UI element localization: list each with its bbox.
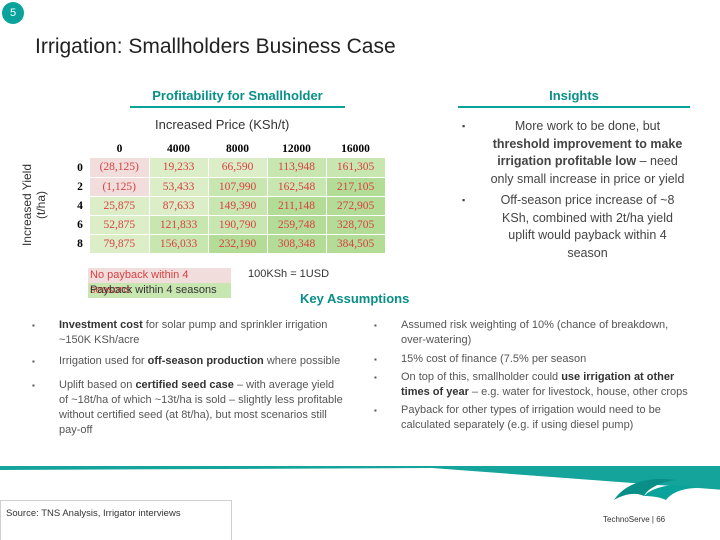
row-header: 2: [70, 177, 90, 196]
assumptions-right-list: ▪ Assumed risk weighting of 10% (chance …: [374, 318, 694, 439]
exchange-rate-note: 100KSh = 1USD: [248, 268, 330, 280]
matrix-cell: 19,233: [149, 158, 209, 178]
page-title: Irrigation: Smallholders Business Case: [35, 35, 396, 58]
assumptions-left-list: ▪ Investment cost for solar pump and spr…: [32, 318, 344, 444]
matrix-cell: 66,590: [208, 158, 268, 178]
matrix-cell: 79,875: [90, 234, 150, 254]
assumption-bold-text: use irrigation at other times of year: [401, 371, 675, 398]
price-axis-label: Increased Price (KSh/t): [155, 117, 290, 132]
row-header: 6: [70, 215, 90, 234]
assumption-text: Payback for other types of irrigation wo…: [401, 404, 661, 431]
matrix-cell: 113,948: [267, 158, 327, 178]
matrix-cell: (1,125): [90, 177, 150, 197]
bullet-icon: ▪: [32, 357, 35, 366]
brand-page-label: TechnoServe | 66: [603, 515, 666, 524]
table-row: 8 79,875 156,033 232,190 308,348 384,505: [70, 234, 386, 254]
table-row: 4 25,875 87,633 149,390 211,148 272,905: [70, 196, 386, 216]
matrix-cell: 121,833: [149, 215, 209, 235]
assumption-text: 15% cost of finance (7.5% per season: [401, 353, 587, 365]
assumption-bold-text: Investment cost: [59, 319, 143, 331]
row-header: 8: [70, 234, 90, 253]
insights-list: ▪ More work to be done, but threshold im…: [462, 118, 687, 266]
matrix-cell: 217,105: [326, 177, 386, 197]
column-header: 12000: [282, 143, 311, 155]
assumption-text: Assumed risk weighting of 10% (chance of…: [401, 319, 669, 346]
matrix-cell: 259,748: [267, 215, 327, 235]
matrix-cell: 308,348: [267, 234, 327, 254]
insight-text: More work to be done, but: [514, 119, 661, 133]
matrix-cell: 52,875: [90, 215, 150, 235]
bullet-icon: ▪: [374, 373, 377, 382]
matrix-cell: 87,633: [149, 196, 209, 216]
insights-heading: Insights: [458, 88, 690, 108]
table-row: 6 52,875 121,833 190,790 259,748 328,705: [70, 215, 386, 235]
bullet-icon: ▪: [374, 406, 377, 415]
list-item: ▪ Investment cost for solar pump and spr…: [32, 318, 344, 348]
bullet-icon: ▪: [462, 195, 466, 205]
matrix-legend: No payback within 4 seasons Payback with…: [88, 268, 231, 298]
bullet-icon: ▪: [32, 381, 35, 390]
matrix-cell: 232,190: [208, 234, 268, 254]
assumption-text: Uplift based on: [59, 379, 136, 391]
assumption-text: for solar pump and sprinkler irrigation …: [59, 319, 328, 346]
bullet-icon: ▪: [374, 321, 377, 330]
matrix-cell: 190,790: [208, 215, 268, 235]
matrix-cell: 384,505: [326, 234, 386, 254]
insight-bold-text: threshold improvement to make irrigation…: [492, 136, 683, 169]
assumption-bold-text: certified seed case: [135, 379, 234, 391]
technoserve-logo-icon: [614, 478, 698, 500]
row-header: 4: [70, 196, 90, 215]
list-item: ▪ 15% cost of finance (7.5% per season: [374, 352, 694, 367]
bullet-icon: ▪: [462, 121, 466, 131]
matrix-cell: 107,990: [208, 177, 268, 197]
table-row: 0 (28,125) 19,233 66,590 113,948 161,305: [70, 158, 386, 178]
matrix-cell: 25,875: [90, 196, 150, 216]
profitability-matrix: 0 4000 8000 12000 16000 0 (28,125) 19,23…: [70, 140, 386, 254]
list-item: ▪ Payback for other types of irrigation …: [374, 403, 694, 433]
source-note: Source: TNS Analysis, Irrigator intervie…: [6, 508, 181, 519]
column-header: 8000: [226, 143, 249, 155]
insight-text: – need only small increase in price or y…: [490, 154, 685, 186]
insight-text: Off-season price increase of ~8 KSh, com…: [500, 193, 675, 260]
list-item: ▪ Irrigation used for off-season product…: [32, 354, 344, 369]
matrix-cell: 53,433: [149, 177, 209, 197]
assumption-text: – e.g. water for livestock, house, other…: [468, 386, 688, 398]
matrix-cell: 272,905: [326, 196, 386, 216]
legend-payback: Payback within 4 seasons: [88, 283, 231, 298]
list-item: ▪ Uplift based on certified seed case – …: [32, 378, 344, 438]
source-box: [0, 500, 232, 540]
list-item: ▪ Assumed risk weighting of 10% (chance …: [374, 318, 694, 348]
list-item: ▪ On top of this, smallholder could use …: [374, 370, 694, 400]
column-header: 0: [116, 143, 123, 155]
yield-axis-label: Increased Yield (t/ha): [20, 163, 48, 247]
assumption-text: On top of this, smallholder could: [401, 371, 562, 383]
legend-no-payback: No payback within 4 seasons: [88, 268, 231, 296]
list-item: ▪ Off-season price increase of ~8 KSh, c…: [462, 192, 687, 262]
assumption-text: where possible: [263, 355, 341, 367]
column-header: 4000: [167, 143, 190, 155]
row-header: 0: [70, 158, 90, 177]
slide-number-badge: 5: [2, 2, 24, 24]
list-item: ▪ More work to be done, but threshold im…: [462, 118, 687, 188]
table-row: 2 (1,125) 53,433 107,990 162,548 217,105: [70, 177, 386, 197]
bullet-icon: ▪: [374, 355, 377, 364]
matrix-cell: 156,033: [149, 234, 209, 254]
bullet-icon: ▪: [32, 321, 35, 330]
matrix-cell: 149,390: [208, 196, 268, 216]
matrix-cell: 328,705: [326, 215, 386, 235]
matrix-cell: 211,148: [267, 196, 327, 216]
matrix-cell: 162,548: [267, 177, 327, 197]
assumption-bold-text: off-season production: [147, 355, 264, 367]
profitability-heading: Profitability for Smallholder: [130, 88, 345, 108]
column-header: 16000: [341, 143, 370, 155]
key-assumptions-heading: Key Assumptions: [300, 291, 410, 306]
matrix-cell: (28,125): [90, 158, 150, 178]
assumption-text: – with average yield of ~18t/ha of which…: [59, 379, 343, 436]
matrix-cell: 161,305: [326, 158, 386, 178]
assumption-text: Irrigation used for: [59, 355, 148, 367]
